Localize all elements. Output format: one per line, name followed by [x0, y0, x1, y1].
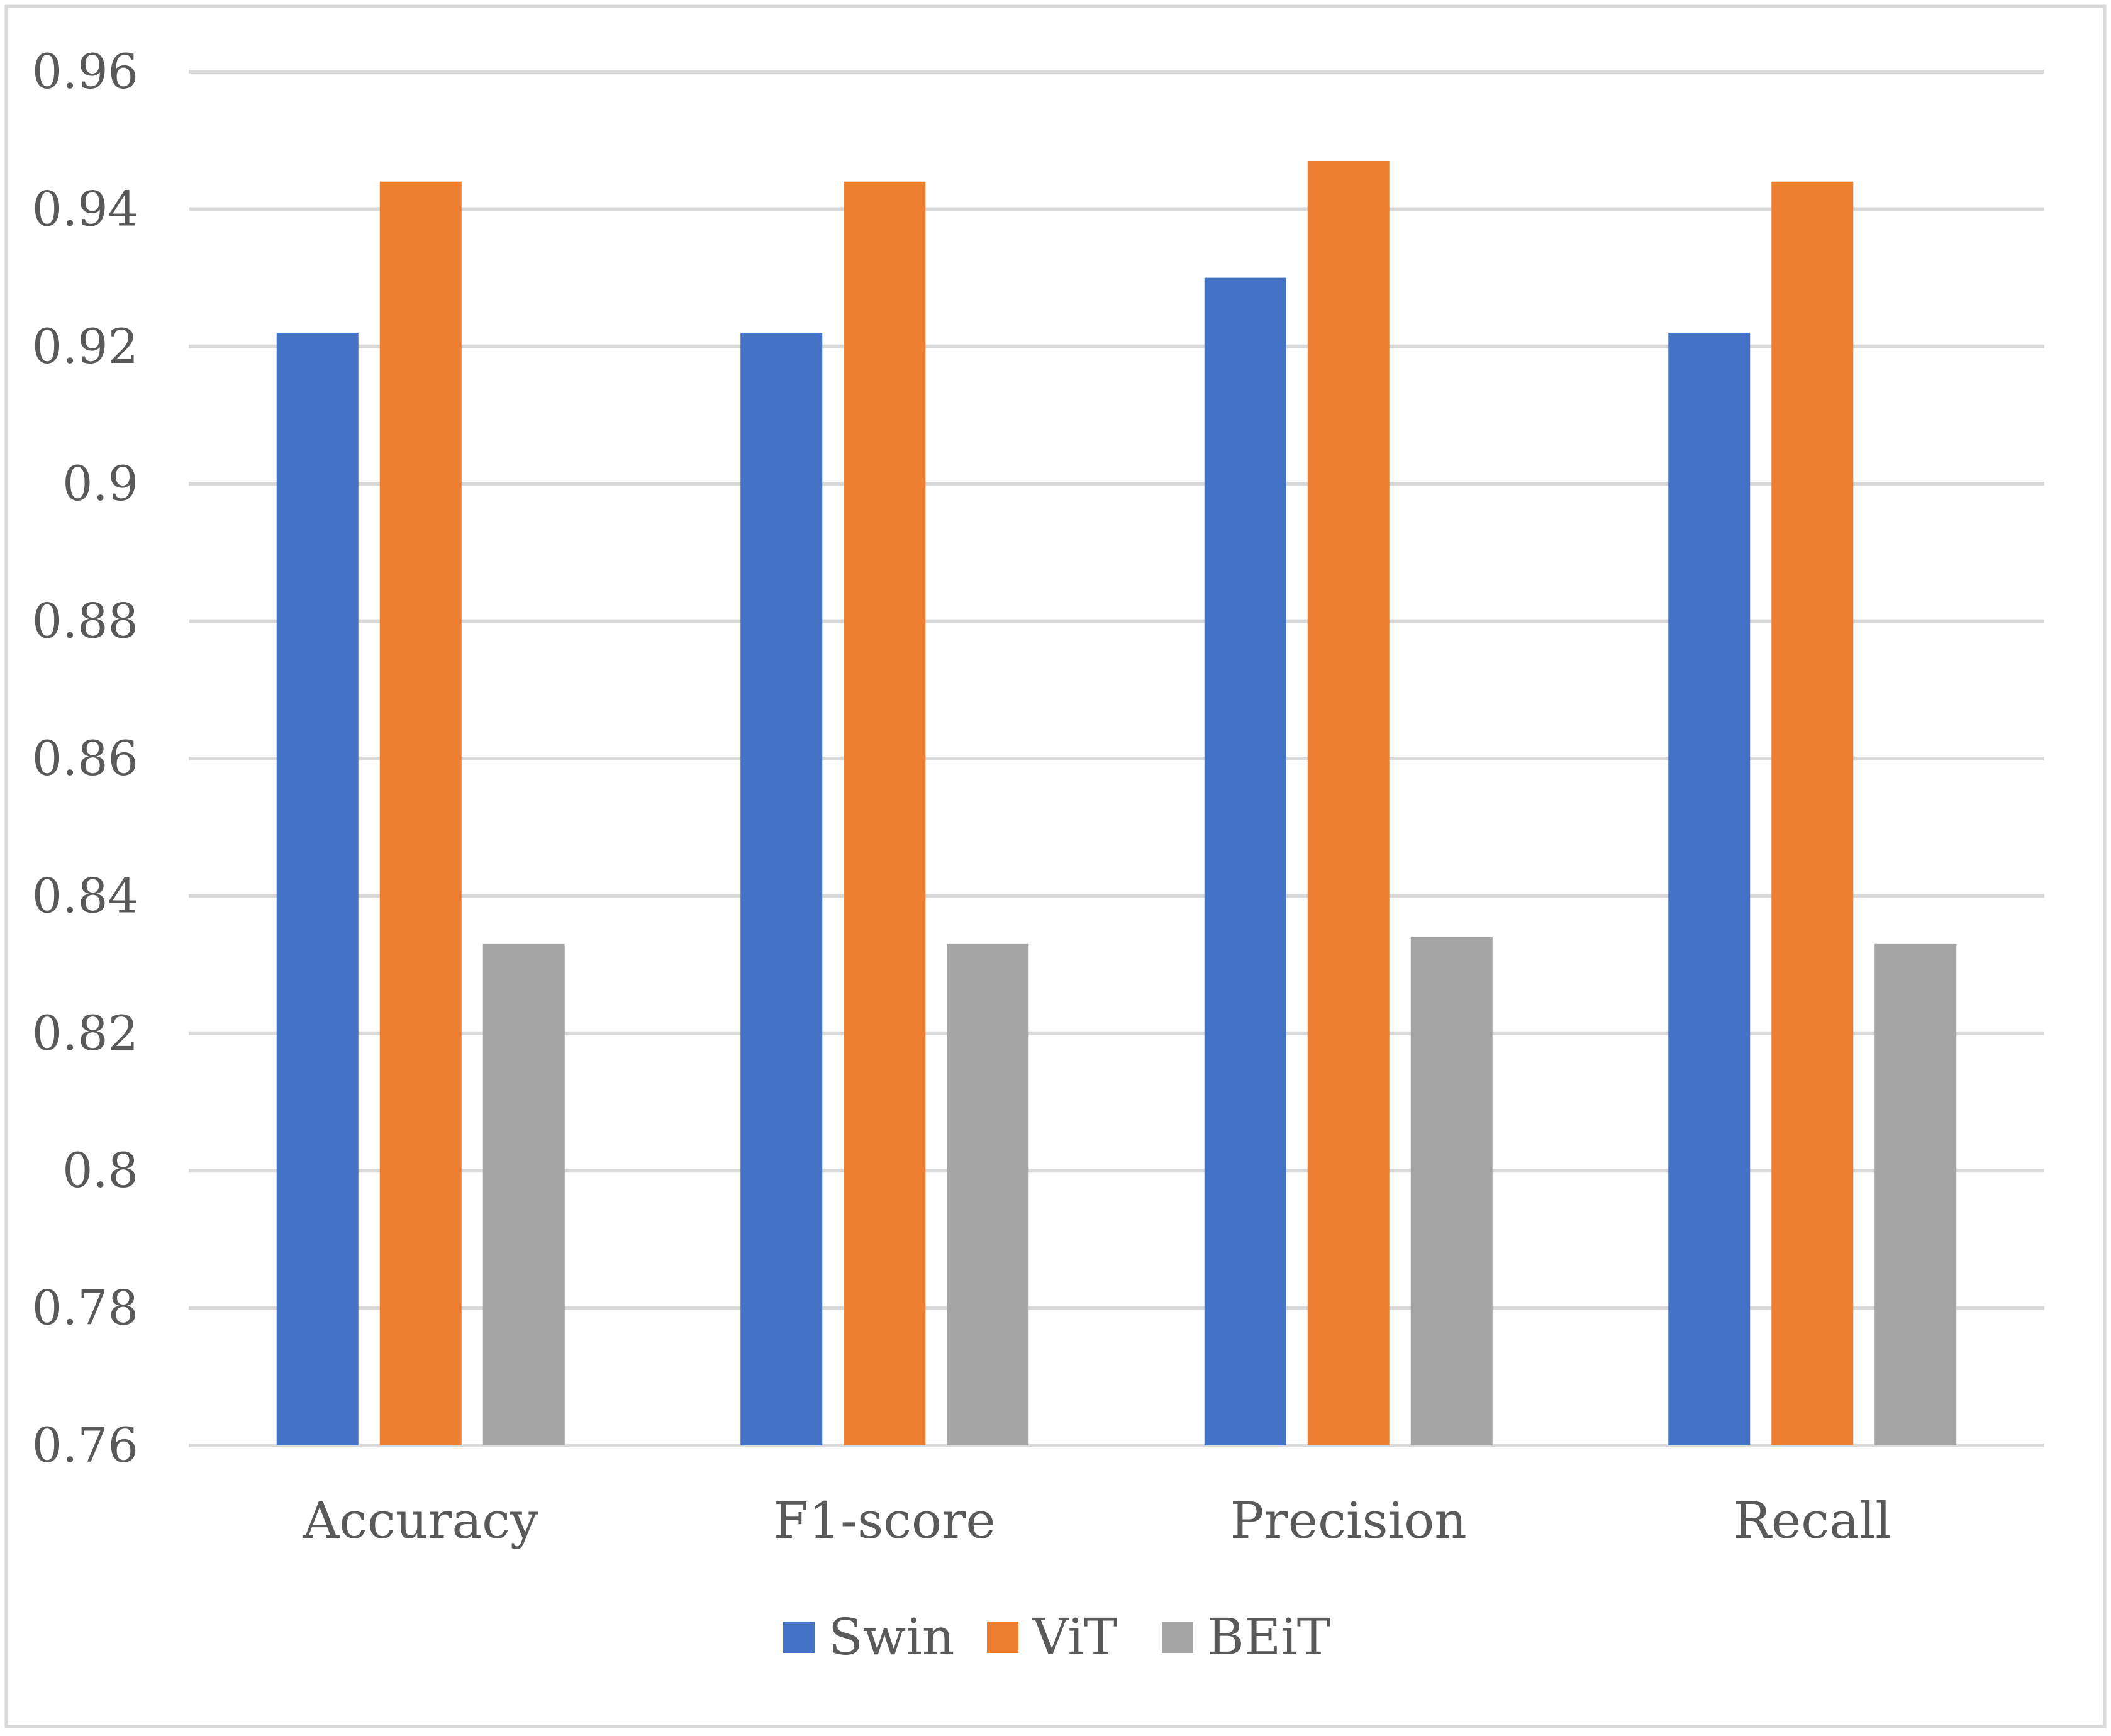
- y-tick-label: 0.96: [32, 43, 138, 99]
- y-tick-label: 0.84: [32, 867, 138, 923]
- bar-beit-precision: [1410, 937, 1493, 1445]
- y-tick-label: 0.94: [32, 181, 138, 236]
- bar-swin-precision: [1204, 277, 1286, 1446]
- y-tick-label: 0.88: [32, 593, 138, 649]
- legend-label-swin: Swin: [828, 1608, 954, 1666]
- y-tick-label: 0.9: [62, 455, 138, 511]
- x-axis-tick-labels: Accuracy F1-score Precision Recall: [302, 1491, 1891, 1550]
- bar-vit-accuracy: [379, 181, 462, 1446]
- y-tick-label: 0.78: [32, 1280, 138, 1336]
- x-tick-label: F1-score: [774, 1491, 996, 1550]
- legend-label-beit: BEiT: [1207, 1608, 1330, 1666]
- bar-beit-accuracy: [482, 943, 565, 1445]
- legend-label-vit: ViT: [1032, 1608, 1117, 1666]
- bar-swin-f1-score: [740, 332, 823, 1446]
- bar-swin-accuracy: [276, 332, 359, 1446]
- y-tick-label: 0.86: [32, 730, 138, 786]
- y-tick-label: 0.76: [32, 1417, 138, 1473]
- y-tick-label: 0.92: [32, 318, 138, 374]
- bar-vit-precision: [1307, 160, 1390, 1446]
- bar-beit-f1-score: [947, 943, 1029, 1445]
- x-tick-label: Accuracy: [302, 1491, 538, 1550]
- legend-swatch-swin: [783, 1622, 815, 1653]
- y-axis-tick-labels: 0.76 0.78 0.8 0.82 0.84 0.86 0.88 0.9 0.92 0.94 0.…: [32, 43, 138, 1473]
- bar-vit-recall: [1771, 181, 1854, 1446]
- x-tick-label: Recall: [1734, 1491, 1891, 1550]
- y-tick-label: 0.8: [62, 1142, 138, 1198]
- bar-vit-f1-score: [844, 181, 926, 1446]
- x-tick-label: Precision: [1230, 1491, 1467, 1550]
- y-tick-label: 0.82: [32, 1005, 138, 1061]
- legend: Swin ViT BEiT: [783, 1608, 1330, 1666]
- legend-swatch-beit: [1162, 1622, 1193, 1653]
- bar-swin-recall: [1668, 332, 1751, 1446]
- bar-beit-recall: [1874, 943, 1957, 1445]
- legend-swatch-vit: [987, 1622, 1018, 1653]
- bars: [276, 160, 1957, 1446]
